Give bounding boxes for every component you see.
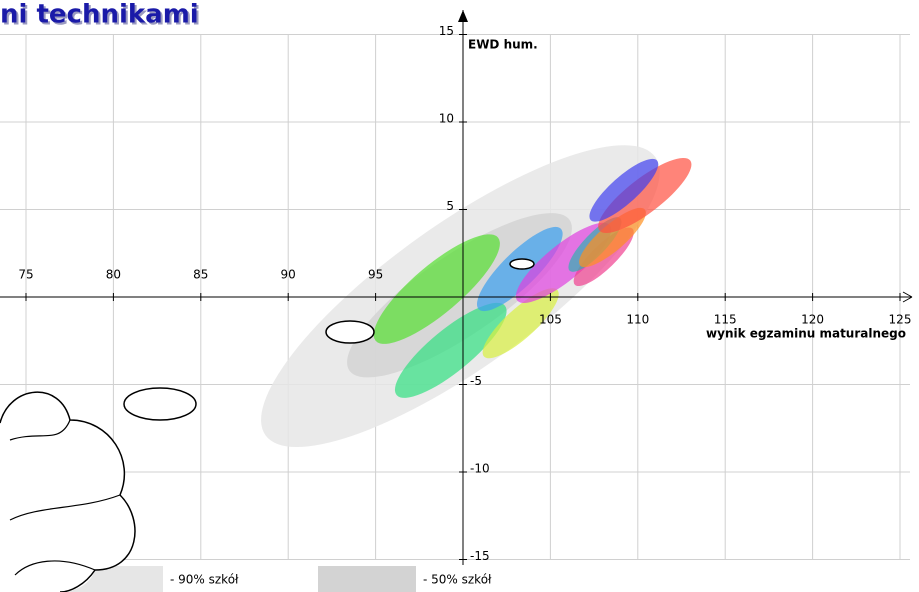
- ellipse: [598, 157, 692, 234]
- x-axis-arrow: [902, 291, 913, 303]
- legend-swatch: [318, 566, 416, 592]
- y-tick-label: -5: [470, 374, 482, 388]
- x-tick-label: 80: [106, 268, 121, 282]
- y-tick-label: -10: [470, 462, 490, 476]
- y-tick-label: 15: [439, 24, 454, 38]
- x-tick-label: 110: [626, 313, 649, 327]
- title-shadow: ni technikami: [2, 2, 201, 32]
- title: ni technikami: [0, 0, 199, 30]
- axes: 75 80 85 90 95 105 110 115 120 125 -15 -10 -5 5 10 15: [0, 10, 913, 565]
- ellipse: [589, 158, 659, 222]
- legend-label: - 90% szkół: [170, 573, 239, 587]
- annotation-ellipse: [325, 320, 375, 344]
- y-tick-label: 10: [439, 112, 454, 126]
- ellipses: [261, 145, 692, 448]
- annotation-ellipse: [123, 387, 197, 421]
- x-tick-label: 95: [368, 268, 383, 282]
- x-tick-label: 125: [889, 313, 912, 327]
- ellipse: [482, 288, 559, 359]
- y-tick-label: 5: [446, 199, 454, 213]
- x-axis-label: wynik egzaminu maturalnego: [706, 327, 906, 341]
- y-axis-label: EWD hum.: [468, 38, 538, 52]
- ellipse: [373, 234, 500, 344]
- legend-label: - 50% szkół: [423, 573, 492, 587]
- y-axis-arrow: [458, 10, 468, 22]
- annotation-cloud: [0, 391, 136, 592]
- x-tick-label: 90: [281, 268, 296, 282]
- annotation-cloud-fill: [0, 392, 135, 592]
- y-tick-label: -15: [470, 549, 490, 563]
- x-tick-label: 120: [801, 313, 824, 327]
- x-tick-label: 105: [539, 313, 562, 327]
- x-tick-label: 85: [193, 268, 208, 282]
- x-tick-label: 75: [18, 268, 33, 282]
- annotation-ellipse: [509, 258, 535, 270]
- ellipse: [394, 302, 507, 398]
- x-tick-label: 115: [714, 313, 737, 327]
- annotation-cloud-detail: [9, 419, 121, 576]
